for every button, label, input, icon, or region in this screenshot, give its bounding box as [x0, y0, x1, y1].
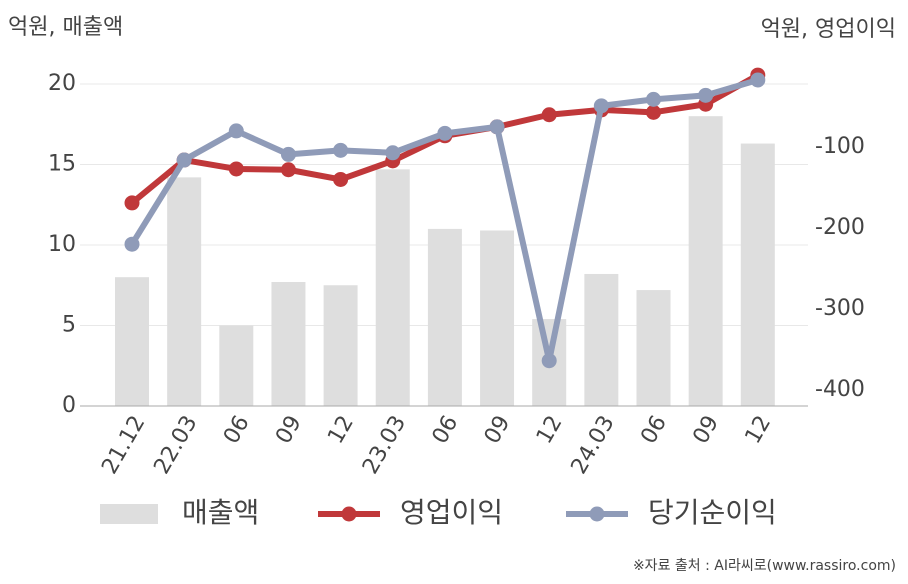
- x-tick-label: 09: [480, 412, 516, 449]
- legend-label: 영업이익: [400, 496, 503, 529]
- y-axis-label: 억원, 매출액: [8, 15, 123, 40]
- bar: [584, 273, 619, 406]
- legend-swatch: [341, 506, 357, 522]
- bar: [271, 282, 306, 406]
- bar: [115, 277, 149, 406]
- x-tick-label: 12: [532, 412, 568, 449]
- point: [228, 161, 244, 177]
- point: [698, 87, 714, 103]
- point: [541, 353, 557, 369]
- point: [489, 119, 505, 135]
- point: [541, 107, 557, 123]
- y-tick-label: 20: [48, 71, 76, 96]
- x-tick-label: 24.03: [567, 412, 620, 479]
- point: [750, 72, 766, 88]
- point: [593, 98, 609, 114]
- legend-swatch: [589, 506, 605, 522]
- bar: [688, 116, 723, 406]
- x-tick-label: 06: [636, 412, 672, 449]
- y2-tick-label: -100: [815, 134, 865, 159]
- x-tick-label: 12: [741, 412, 777, 449]
- bar: [427, 228, 462, 406]
- y-tick-label: 0: [62, 393, 76, 418]
- bar: [323, 285, 358, 406]
- point: [646, 91, 661, 107]
- bar: [167, 177, 202, 406]
- x-tick-label: 22.03: [149, 412, 202, 479]
- point: [280, 146, 296, 162]
- y-tick-label: 5: [62, 313, 76, 338]
- legend-label: 매출액: [182, 496, 259, 529]
- legend-label: 당기순이익: [648, 496, 777, 529]
- point: [385, 145, 401, 161]
- legend-swatch: [100, 504, 158, 524]
- point: [437, 125, 453, 141]
- x-tick-label: 06: [428, 412, 464, 449]
- point: [124, 195, 140, 211]
- y2-tick-label: -200: [815, 215, 865, 240]
- point: [646, 104, 661, 120]
- y2-tick-label: -300: [815, 296, 865, 321]
- point: [280, 162, 296, 178]
- bar: [480, 230, 515, 406]
- point: [333, 171, 349, 187]
- x-tick-label: 23.03: [358, 412, 411, 479]
- bar: [740, 143, 775, 406]
- point: [124, 236, 140, 252]
- bar: [636, 290, 671, 406]
- bar: [375, 169, 410, 406]
- y-tick-label: 15: [48, 152, 76, 177]
- y-tick-label: 10: [48, 232, 76, 257]
- y2-axis-label: 억원, 영업이익: [761, 17, 896, 42]
- x-tick-label: 06: [219, 412, 255, 449]
- point: [176, 152, 192, 168]
- x-tick-label: 21.12: [97, 412, 150, 479]
- x-tick-label: 09: [271, 412, 307, 449]
- point: [228, 123, 244, 139]
- y2-tick-label: -400: [815, 377, 865, 402]
- point: [333, 142, 349, 158]
- bar: [219, 325, 254, 406]
- x-tick-label: 12: [323, 412, 359, 449]
- source: ※자료 출처 : AI라씨로(www.rassiro.com): [633, 558, 896, 574]
- x-tick-label: 09: [688, 412, 724, 449]
